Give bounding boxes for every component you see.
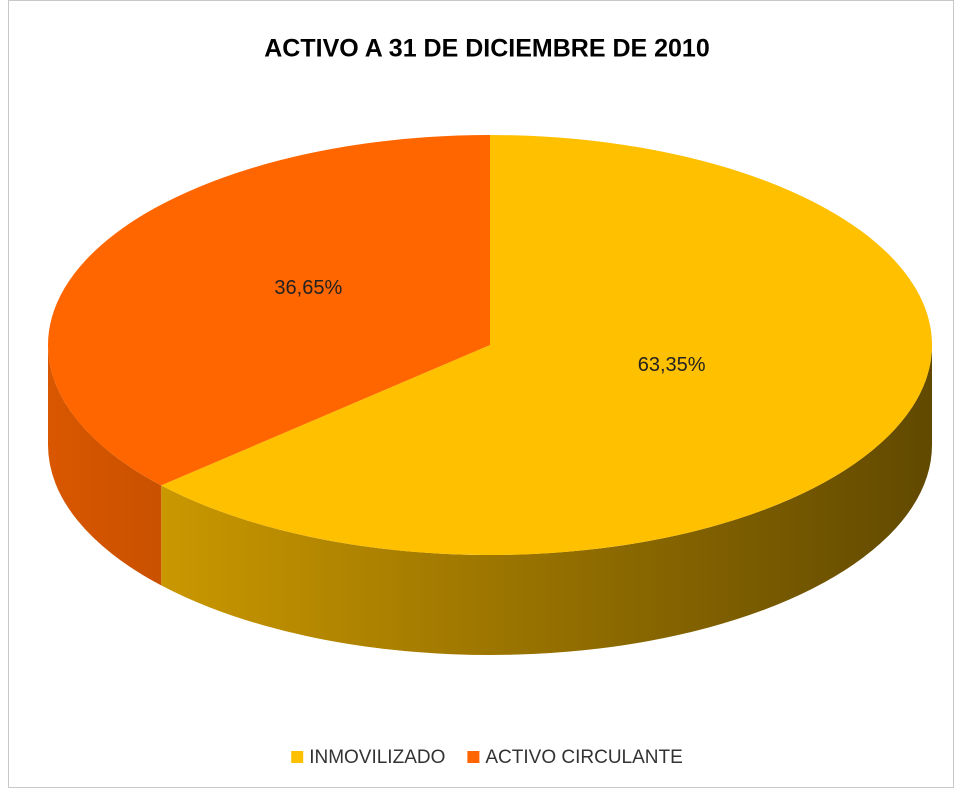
legend-label: ACTIVO CIRCULANTE <box>485 747 682 768</box>
data-label: 36,65% <box>274 277 342 299</box>
pie-slice <box>161 135 932 555</box>
pie-side <box>48 345 162 586</box>
pie-slice <box>48 134 490 486</box>
pie-side <box>161 345 932 656</box>
legend-swatch <box>291 751 304 763</box>
data-label: 63,35% <box>638 354 706 376</box>
legend-swatch <box>467 751 480 763</box>
legend-label: INMOVILIZADO <box>309 747 445 768</box>
chart-title: ACTIVO A 31 DE DICIEMBRE DE 2010 <box>264 35 709 63</box>
